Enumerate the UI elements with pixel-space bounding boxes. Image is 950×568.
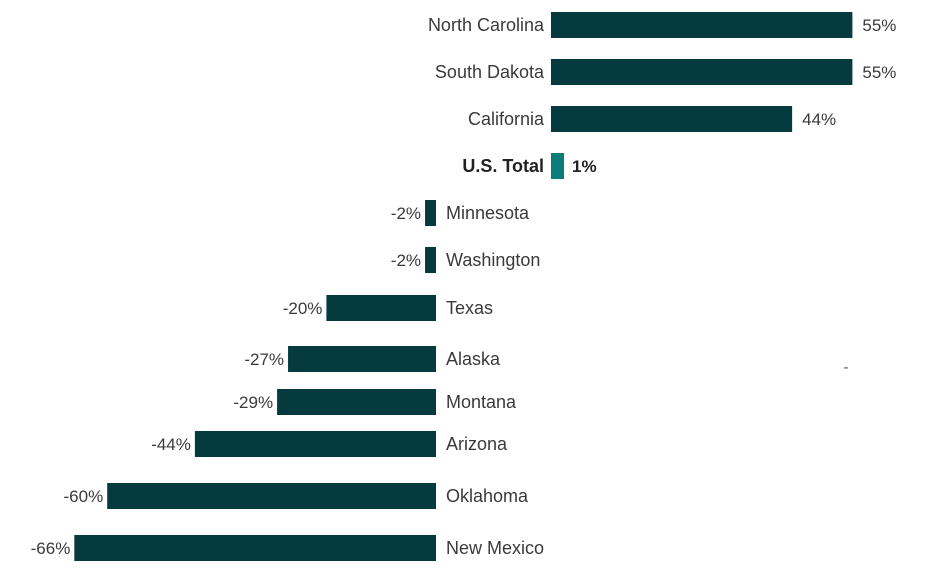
category-label-montana: Montana [446,392,517,412]
bar-washington [425,247,436,273]
value-label-california: 44% [802,110,836,129]
value-label-arizona: -44% [151,435,191,454]
bar-north-carolina [551,12,853,38]
value-label-south-dakota: 55% [862,63,896,82]
bar-oklahoma [107,483,436,509]
value-label-oklahoma: -60% [64,487,104,506]
category-label-california: California [468,109,545,129]
value-label-u-s-total: 1% [572,157,597,176]
bar-california [551,106,793,132]
category-label-texas: Texas [446,298,493,318]
bar-minnesota [425,200,436,226]
category-label-alaska: Alaska [446,349,501,369]
category-label-oklahoma: Oklahoma [446,486,529,506]
value-label-minnesota: -2% [391,204,421,223]
bars-layer [74,12,853,561]
bar-u-s-total [551,153,564,179]
bar-arizona [194,431,436,457]
stray-dash-mark: - [844,359,849,376]
value-label-texas: -20% [283,299,323,318]
bar-alaska [288,346,436,372]
value-label-north-carolina: 55% [862,16,896,35]
value-label-alaska: -27% [244,350,284,369]
labels-layer: North Carolina 55% South Dakota 55% Californ… [31,15,897,558]
category-label-washington: Washington [446,250,540,270]
value-label-montana: -29% [233,393,273,412]
category-label-south-dakota: South Dakota [435,62,545,82]
bar-south-dakota [551,59,853,85]
category-label-u-s-total: U.S. Total [462,156,544,176]
bar-montana [277,389,436,415]
category-label-new-mexico: New Mexico [446,538,544,558]
bar-texas [326,295,436,321]
value-label-washington: -2% [391,251,421,270]
bar-new-mexico [74,535,436,561]
category-label-north-carolina: North Carolina [428,15,545,35]
category-label-minnesota: Minnesota [446,203,530,223]
category-label-arizona: Arizona [446,434,508,454]
value-label-new-mexico: -66% [31,539,71,558]
